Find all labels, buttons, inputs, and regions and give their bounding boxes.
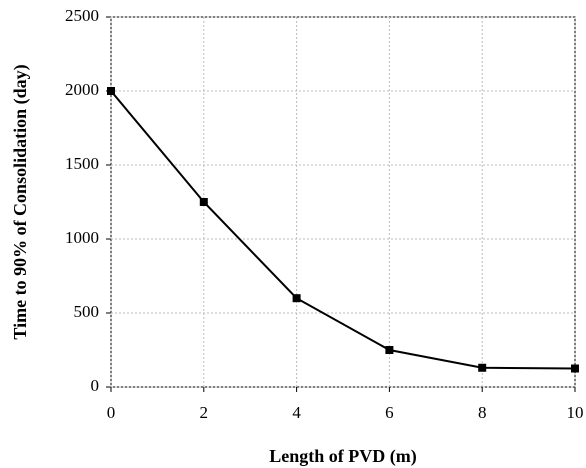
y-tick-label: 2000 (65, 80, 99, 99)
y-axis-label: Time to 90% of Consolidation (day) (10, 64, 31, 339)
y-tick-label: 2500 (65, 6, 99, 25)
x-tick-label: 10 (567, 403, 584, 422)
y-tick-label: 1500 (65, 154, 99, 173)
y-tick-label: 500 (74, 302, 100, 321)
x-tick-label: 0 (107, 403, 116, 422)
data-marker (199, 198, 208, 206)
plot-frame (110, 16, 576, 388)
data-marker (107, 87, 115, 95)
data-marker (478, 363, 487, 372)
data-marker (571, 364, 579, 373)
y-tick-label: 0 (91, 376, 100, 395)
data-line (110, 90, 576, 370)
data-marker (292, 294, 301, 303)
x-tick-label: 2 (200, 403, 209, 422)
data-marker (385, 346, 394, 354)
x-tick-label: 4 (292, 403, 301, 422)
x-tick-label: 8 (478, 403, 487, 422)
x-axis-label: Length of PVD (m) (269, 446, 416, 467)
y-tick-label: 1000 (65, 228, 99, 247)
x-tick-label: 6 (385, 403, 394, 422)
